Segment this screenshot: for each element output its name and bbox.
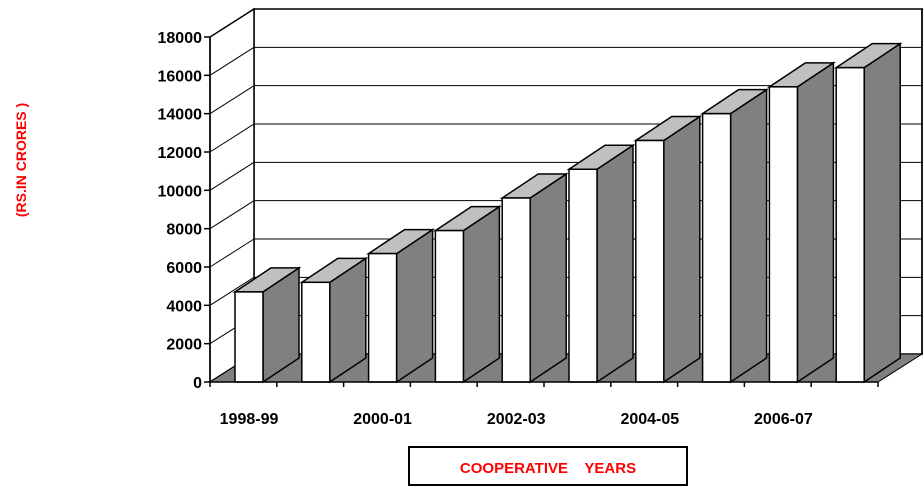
x-tick-label: 2000-01 <box>353 411 412 428</box>
bar <box>299 256 369 384</box>
x-tick-label: 2002-03 <box>487 411 546 428</box>
bar <box>566 143 636 384</box>
bar-front <box>835 66 865 383</box>
bar <box>766 61 836 384</box>
y-tick-label: 18000 <box>158 30 203 47</box>
y-tick-label: 4000 <box>166 298 202 315</box>
bar <box>432 205 502 384</box>
bar <box>232 266 302 384</box>
y-tick-label: 10000 <box>158 183 203 200</box>
bar-front <box>367 252 398 383</box>
gridline-side <box>209 276 255 306</box>
x-tick-label: 2004-05 <box>620 411 679 428</box>
bar-front <box>768 86 799 383</box>
bars <box>232 42 903 384</box>
bar-side <box>863 42 901 384</box>
bar-front <box>501 197 531 383</box>
gridline-side <box>209 161 255 191</box>
y-axis-label: (RS.IN CRORES ) <box>13 103 29 217</box>
bar-front <box>635 139 665 383</box>
y-tick-label: 12000 <box>158 145 203 162</box>
y-tick-labels: 0 2000 4000 6000 8000 10000 12000 14000 16000 180… <box>158 30 203 392</box>
bar <box>366 228 436 384</box>
bar <box>499 172 569 384</box>
y-tick-label: 0 <box>193 375 202 392</box>
axes <box>204 8 923 387</box>
bar-side <box>663 115 701 384</box>
x-axis-label: COOPERATIVE YEARS <box>459 459 637 477</box>
bar-side <box>596 143 634 384</box>
gridline-side <box>209 8 255 38</box>
bar-side <box>729 88 768 384</box>
bar-front <box>234 291 264 383</box>
bar-side <box>395 228 434 384</box>
y-tick-label: 14000 <box>158 107 203 124</box>
bar-front <box>701 112 732 383</box>
gridline-side <box>209 238 255 268</box>
bar-side <box>462 205 501 384</box>
bar-front <box>568 168 598 383</box>
bar-side <box>529 172 567 384</box>
bar-side <box>796 61 835 384</box>
bar-front <box>434 229 465 383</box>
x-tick-labels: 1998-99 2000-01 2002-03 2004-05 2006-07 <box>220 411 813 428</box>
x-axis-label-box: COOPERATIVE YEARS <box>408 446 688 486</box>
gridline-side <box>209 85 255 115</box>
gridline-side <box>209 123 255 153</box>
y-tick-label: 2000 <box>166 337 202 354</box>
y-tick-label: 6000 <box>166 260 202 277</box>
bar <box>833 42 903 384</box>
x-tick-label: 2006-07 <box>754 411 813 428</box>
gridline-side <box>209 200 255 230</box>
x-tick-label: 1998-99 <box>220 411 279 428</box>
bar-front <box>301 281 331 383</box>
y-tick-label: 8000 <box>166 222 202 239</box>
bar <box>633 115 703 384</box>
y-tick-label: 16000 <box>158 68 203 85</box>
gridline-side <box>209 46 255 76</box>
bar <box>700 88 770 384</box>
